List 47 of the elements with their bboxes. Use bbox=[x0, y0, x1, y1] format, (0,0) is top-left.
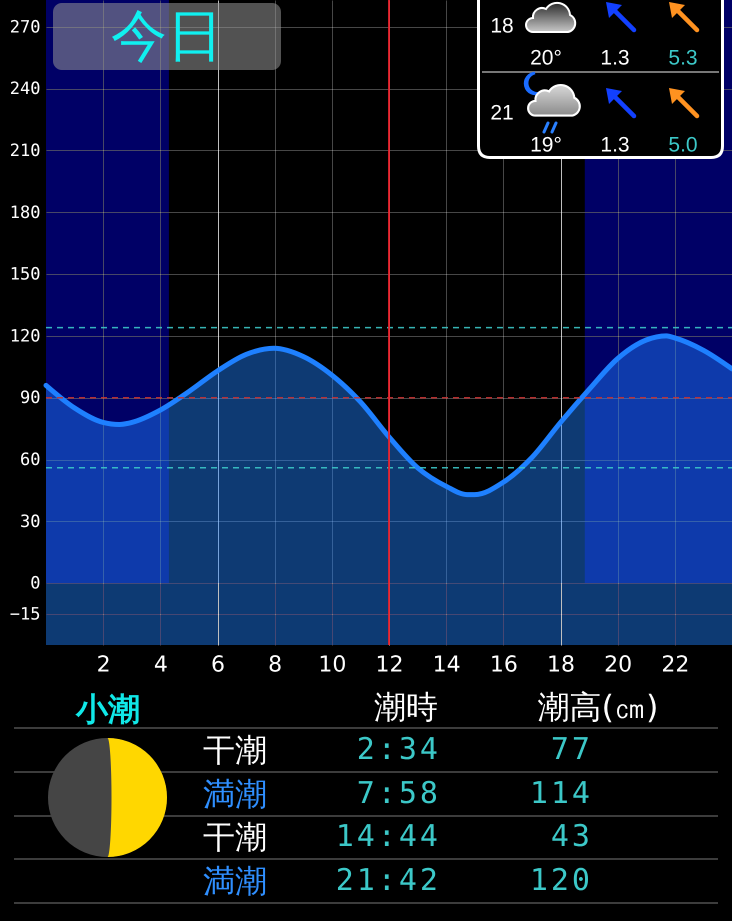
x-tick-label: 18 bbox=[547, 652, 575, 678]
text: 小潮 bbox=[76, 690, 140, 728]
annotation: 5.3 bbox=[668, 46, 698, 70]
text: 干潮 bbox=[203, 731, 267, 769]
x-tick-label: 14 bbox=[432, 652, 461, 678]
label-badge: 今日 bbox=[53, 3, 281, 70]
y-tick-label: 120 bbox=[10, 326, 40, 346]
y-tick-label: 210 bbox=[10, 140, 40, 161]
x-tick-label: 22 bbox=[661, 652, 690, 678]
text: 満潮 bbox=[203, 774, 267, 812]
x-tick-label: 4 bbox=[154, 652, 168, 678]
text: 7:58 bbox=[356, 776, 441, 810]
y-tick-label: 30 bbox=[20, 512, 40, 532]
y-tick-label: 270 bbox=[10, 17, 40, 38]
y-tick-label: 60 bbox=[20, 450, 40, 470]
text: 干潮 bbox=[203, 818, 267, 856]
x-tick-label: 10 bbox=[318, 652, 346, 678]
text: 潮高(㎝) bbox=[538, 688, 658, 726]
y-tick-label: 240 bbox=[10, 79, 40, 100]
x-tick-label: 2 bbox=[96, 652, 111, 678]
text: 114 bbox=[530, 776, 593, 810]
annotation: 5.0 bbox=[668, 134, 698, 156]
y-tick-label: 150 bbox=[10, 264, 40, 285]
text: 14:44 bbox=[336, 819, 441, 854]
x-tick-label: 6 bbox=[211, 652, 225, 678]
y-tick-label: 0 bbox=[30, 574, 40, 594]
x-tick-label: 16 bbox=[490, 652, 518, 678]
text: 120 bbox=[530, 862, 593, 898]
annotation: 20° bbox=[530, 46, 562, 70]
text: 21:42 bbox=[336, 862, 441, 898]
x-tick-label: 8 bbox=[268, 652, 282, 678]
y-tick-label: −15 bbox=[10, 604, 40, 625]
annotation: 1.3 bbox=[600, 134, 630, 156]
x-tick-label: 20 bbox=[604, 652, 632, 678]
annotation: 今日 bbox=[111, 4, 223, 69]
x-tick-label: 12 bbox=[376, 652, 404, 678]
text: 43 bbox=[550, 819, 593, 854]
y-tick-label: 180 bbox=[10, 202, 40, 223]
annotation: 19° bbox=[530, 134, 562, 156]
text: 77 bbox=[550, 732, 593, 767]
annotation: 1.3 bbox=[600, 46, 630, 70]
text: 潮時 bbox=[374, 688, 438, 726]
y-tick-label: 90 bbox=[20, 388, 40, 408]
annotation: 18 bbox=[490, 14, 514, 38]
annotation: 21 bbox=[490, 102, 514, 124]
text: 2:34 bbox=[356, 732, 441, 767]
text: 満潮 bbox=[203, 862, 267, 900]
